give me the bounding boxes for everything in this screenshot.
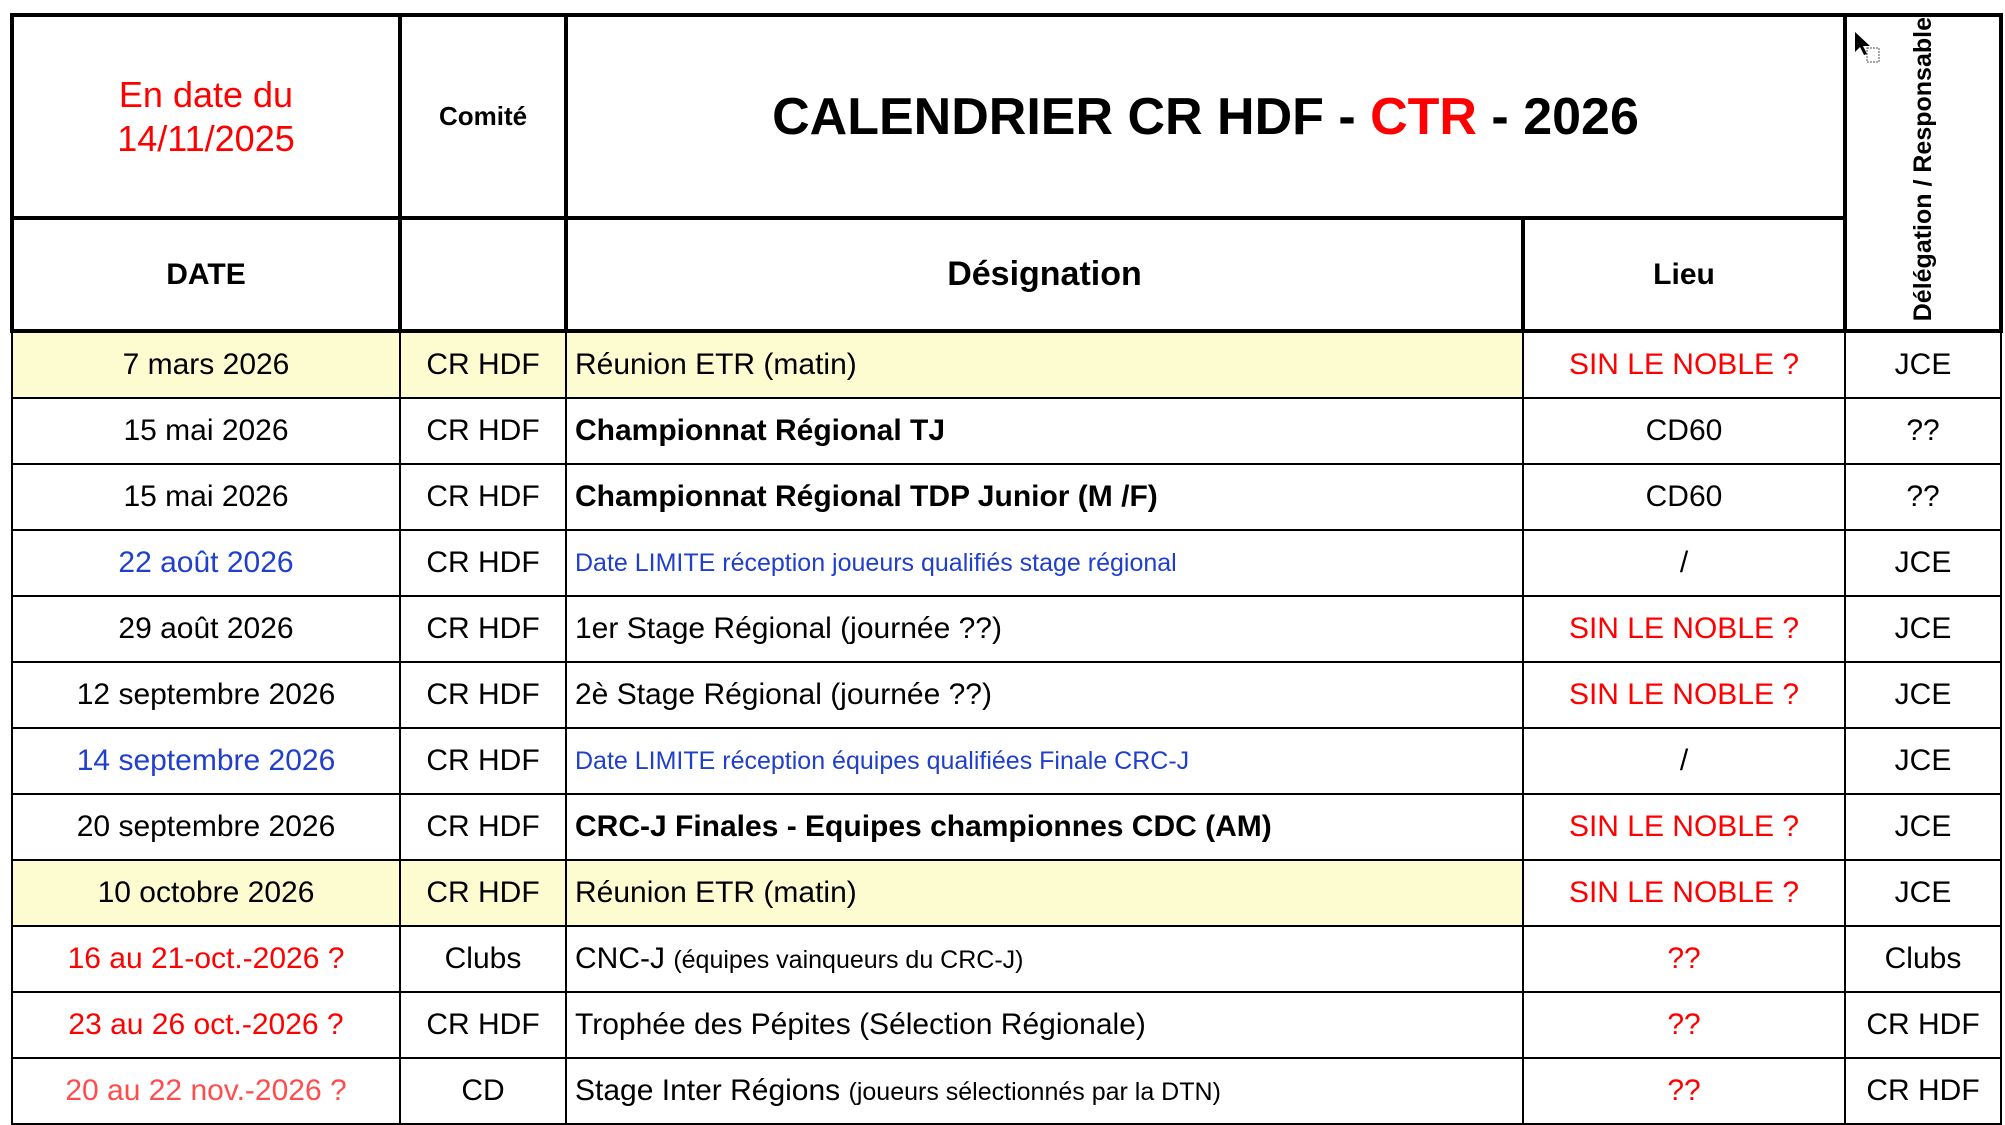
committee-cell: CR HDF xyxy=(399,793,567,862)
date-cell: 10 octobre 2026 xyxy=(11,859,401,928)
committee-cell: CR HDF xyxy=(399,661,567,730)
lieu-header: Lieu xyxy=(1521,216,1847,334)
committee-subheader xyxy=(398,216,568,334)
committee-cell: CR HDF xyxy=(399,463,567,532)
date-cell: 22 août 2026 xyxy=(11,529,401,598)
table-row: 20 septembre 2026 CR HDF CRC-J Finales -… xyxy=(11,793,2002,862)
date-cell: 16 au 21-oct.-2026 ? xyxy=(11,925,401,994)
designation-cell: Réunion ETR (matin) xyxy=(565,330,1524,400)
date-cell: 15 mai 2026 xyxy=(11,397,401,466)
date-cell: 29 août 2026 xyxy=(11,595,401,664)
lieu-cell: SIN LE NOBLE ? xyxy=(1522,793,1846,862)
date-cell: 23 au 26 oct.-2026 ? xyxy=(11,991,401,1060)
designation-cell: CNC-J (équipes vainqueurs du CRC-J) xyxy=(565,925,1524,994)
table-row: 15 mai 2026 CR HDF Championnat Régional … xyxy=(11,463,2002,532)
committee-header: Comité xyxy=(398,12,568,221)
table-row: 23 au 26 oct.-2026 ? CR HDF Trophée des … xyxy=(11,991,2002,1060)
table-row: 16 au 21-oct.-2026 ? Clubs CNC-J (équipe… xyxy=(11,925,2002,994)
date-cell: 15 mai 2026 xyxy=(11,463,401,532)
responsible-cell: JCE xyxy=(1844,661,2002,730)
designation-cell: Réunion ETR (matin) xyxy=(565,859,1524,928)
designation-cell: Stage Inter Régions (joueurs sélectionné… xyxy=(565,1057,1524,1125)
lieu-cell: ?? xyxy=(1522,1057,1846,1125)
page-title: CALENDRIER CR HDF - CTR - 2026 xyxy=(564,12,1847,221)
lieu-cell: SIN LE NOBLE ? xyxy=(1522,330,1846,400)
responsible-cell: ?? xyxy=(1844,397,2002,466)
designation-cell: Championnat Régional TDP Junior (M /F) xyxy=(565,463,1524,532)
lieu-cell: SIN LE NOBLE ? xyxy=(1522,859,1846,928)
date-cell: 12 septembre 2026 xyxy=(11,661,401,730)
responsible-cell: JCE xyxy=(1844,529,2002,598)
committee-cell: CR HDF xyxy=(399,595,567,664)
date-cell: 7 mars 2026 xyxy=(11,330,401,400)
designation-header: Désignation xyxy=(564,216,1525,334)
as-of-date: En date du 14/11/2025 xyxy=(10,12,402,221)
date-cell: 20 au 22 nov.-2026 ? xyxy=(11,1057,401,1125)
table-row: 22 août 2026 CR HDF Date LIMITE réceptio… xyxy=(11,529,2002,598)
responsible-cell: JCE xyxy=(1844,727,2002,796)
designation-cell: Trophée des Pépites (Sélection Régionale… xyxy=(565,991,1524,1060)
designation-cell: Date LIMITE réception joueurs qualifiés … xyxy=(565,529,1524,598)
committee-cell: CR HDF xyxy=(399,991,567,1060)
table-row: 10 octobre 2026 CR HDF Réunion ETR (mati… xyxy=(11,859,2002,928)
responsible-cell: ?? xyxy=(1844,463,2002,532)
date-cell: 14 septembre 2026 xyxy=(11,727,401,796)
responsible-cell: CR HDF xyxy=(1844,991,2002,1060)
table-row: 12 septembre 2026 CR HDF 2è Stage Région… xyxy=(11,661,2002,730)
responsible-cell: JCE xyxy=(1844,859,2002,928)
committee-cell: CR HDF xyxy=(399,859,567,928)
delegation-header: Délégation / Responsable xyxy=(1843,12,2003,334)
committee-cell: CR HDF xyxy=(399,727,567,796)
designation-cell: CRC-J Finales - Equipes championnes CDC … xyxy=(565,793,1524,862)
table-row: 20 au 22 nov.-2026 ? CD Stage Inter Régi… xyxy=(11,1057,2002,1125)
mouse-cursor-icon xyxy=(1855,32,1880,63)
responsible-cell: CR HDF xyxy=(1844,1057,2002,1125)
date-cell: 20 septembre 2026 xyxy=(11,793,401,862)
calendar-table: En date du 14/11/2025 Comité CALENDRIER C… xyxy=(10,12,2003,1125)
lieu-cell: ?? xyxy=(1522,991,1846,1060)
lieu-cell: CD60 xyxy=(1522,397,1846,466)
committee-cell: CR HDF xyxy=(399,529,567,598)
lieu-cell: SIN LE NOBLE ? xyxy=(1522,661,1846,730)
committee-cell: CD xyxy=(399,1057,567,1125)
lieu-cell: CD60 xyxy=(1522,463,1846,532)
lieu-cell: ?? xyxy=(1522,925,1846,994)
responsible-cell: Clubs xyxy=(1844,925,2002,994)
table-row: 7 mars 2026 CR HDF Réunion ETR (matin) S… xyxy=(11,330,2002,400)
committee-cell: CR HDF xyxy=(399,397,567,466)
designation-cell: 2è Stage Régional (journée ??) xyxy=(565,661,1524,730)
committee-cell: Clubs xyxy=(399,925,567,994)
table-row: 14 septembre 2026 CR HDF Date LIMITE réc… xyxy=(11,727,2002,796)
table-row: 15 mai 2026 CR HDF Championnat Régional … xyxy=(11,397,2002,466)
table-row: 29 août 2026 CR HDF 1er Stage Régional (… xyxy=(11,595,2002,664)
designation-cell: Date LIMITE réception équipes qualifiées… xyxy=(565,727,1524,796)
date-header: DATE xyxy=(10,216,402,334)
responsible-cell: JCE xyxy=(1844,595,2002,664)
responsible-cell: JCE xyxy=(1844,793,2002,862)
lieu-cell: / xyxy=(1522,529,1846,598)
designation-cell: 1er Stage Régional (journée ??) xyxy=(565,595,1524,664)
designation-cell: Championnat Régional TJ xyxy=(565,397,1524,466)
lieu-cell: / xyxy=(1522,727,1846,796)
lieu-cell: SIN LE NOBLE ? xyxy=(1522,595,1846,664)
committee-cell: CR HDF xyxy=(399,330,567,400)
responsible-cell: JCE xyxy=(1844,330,2002,400)
